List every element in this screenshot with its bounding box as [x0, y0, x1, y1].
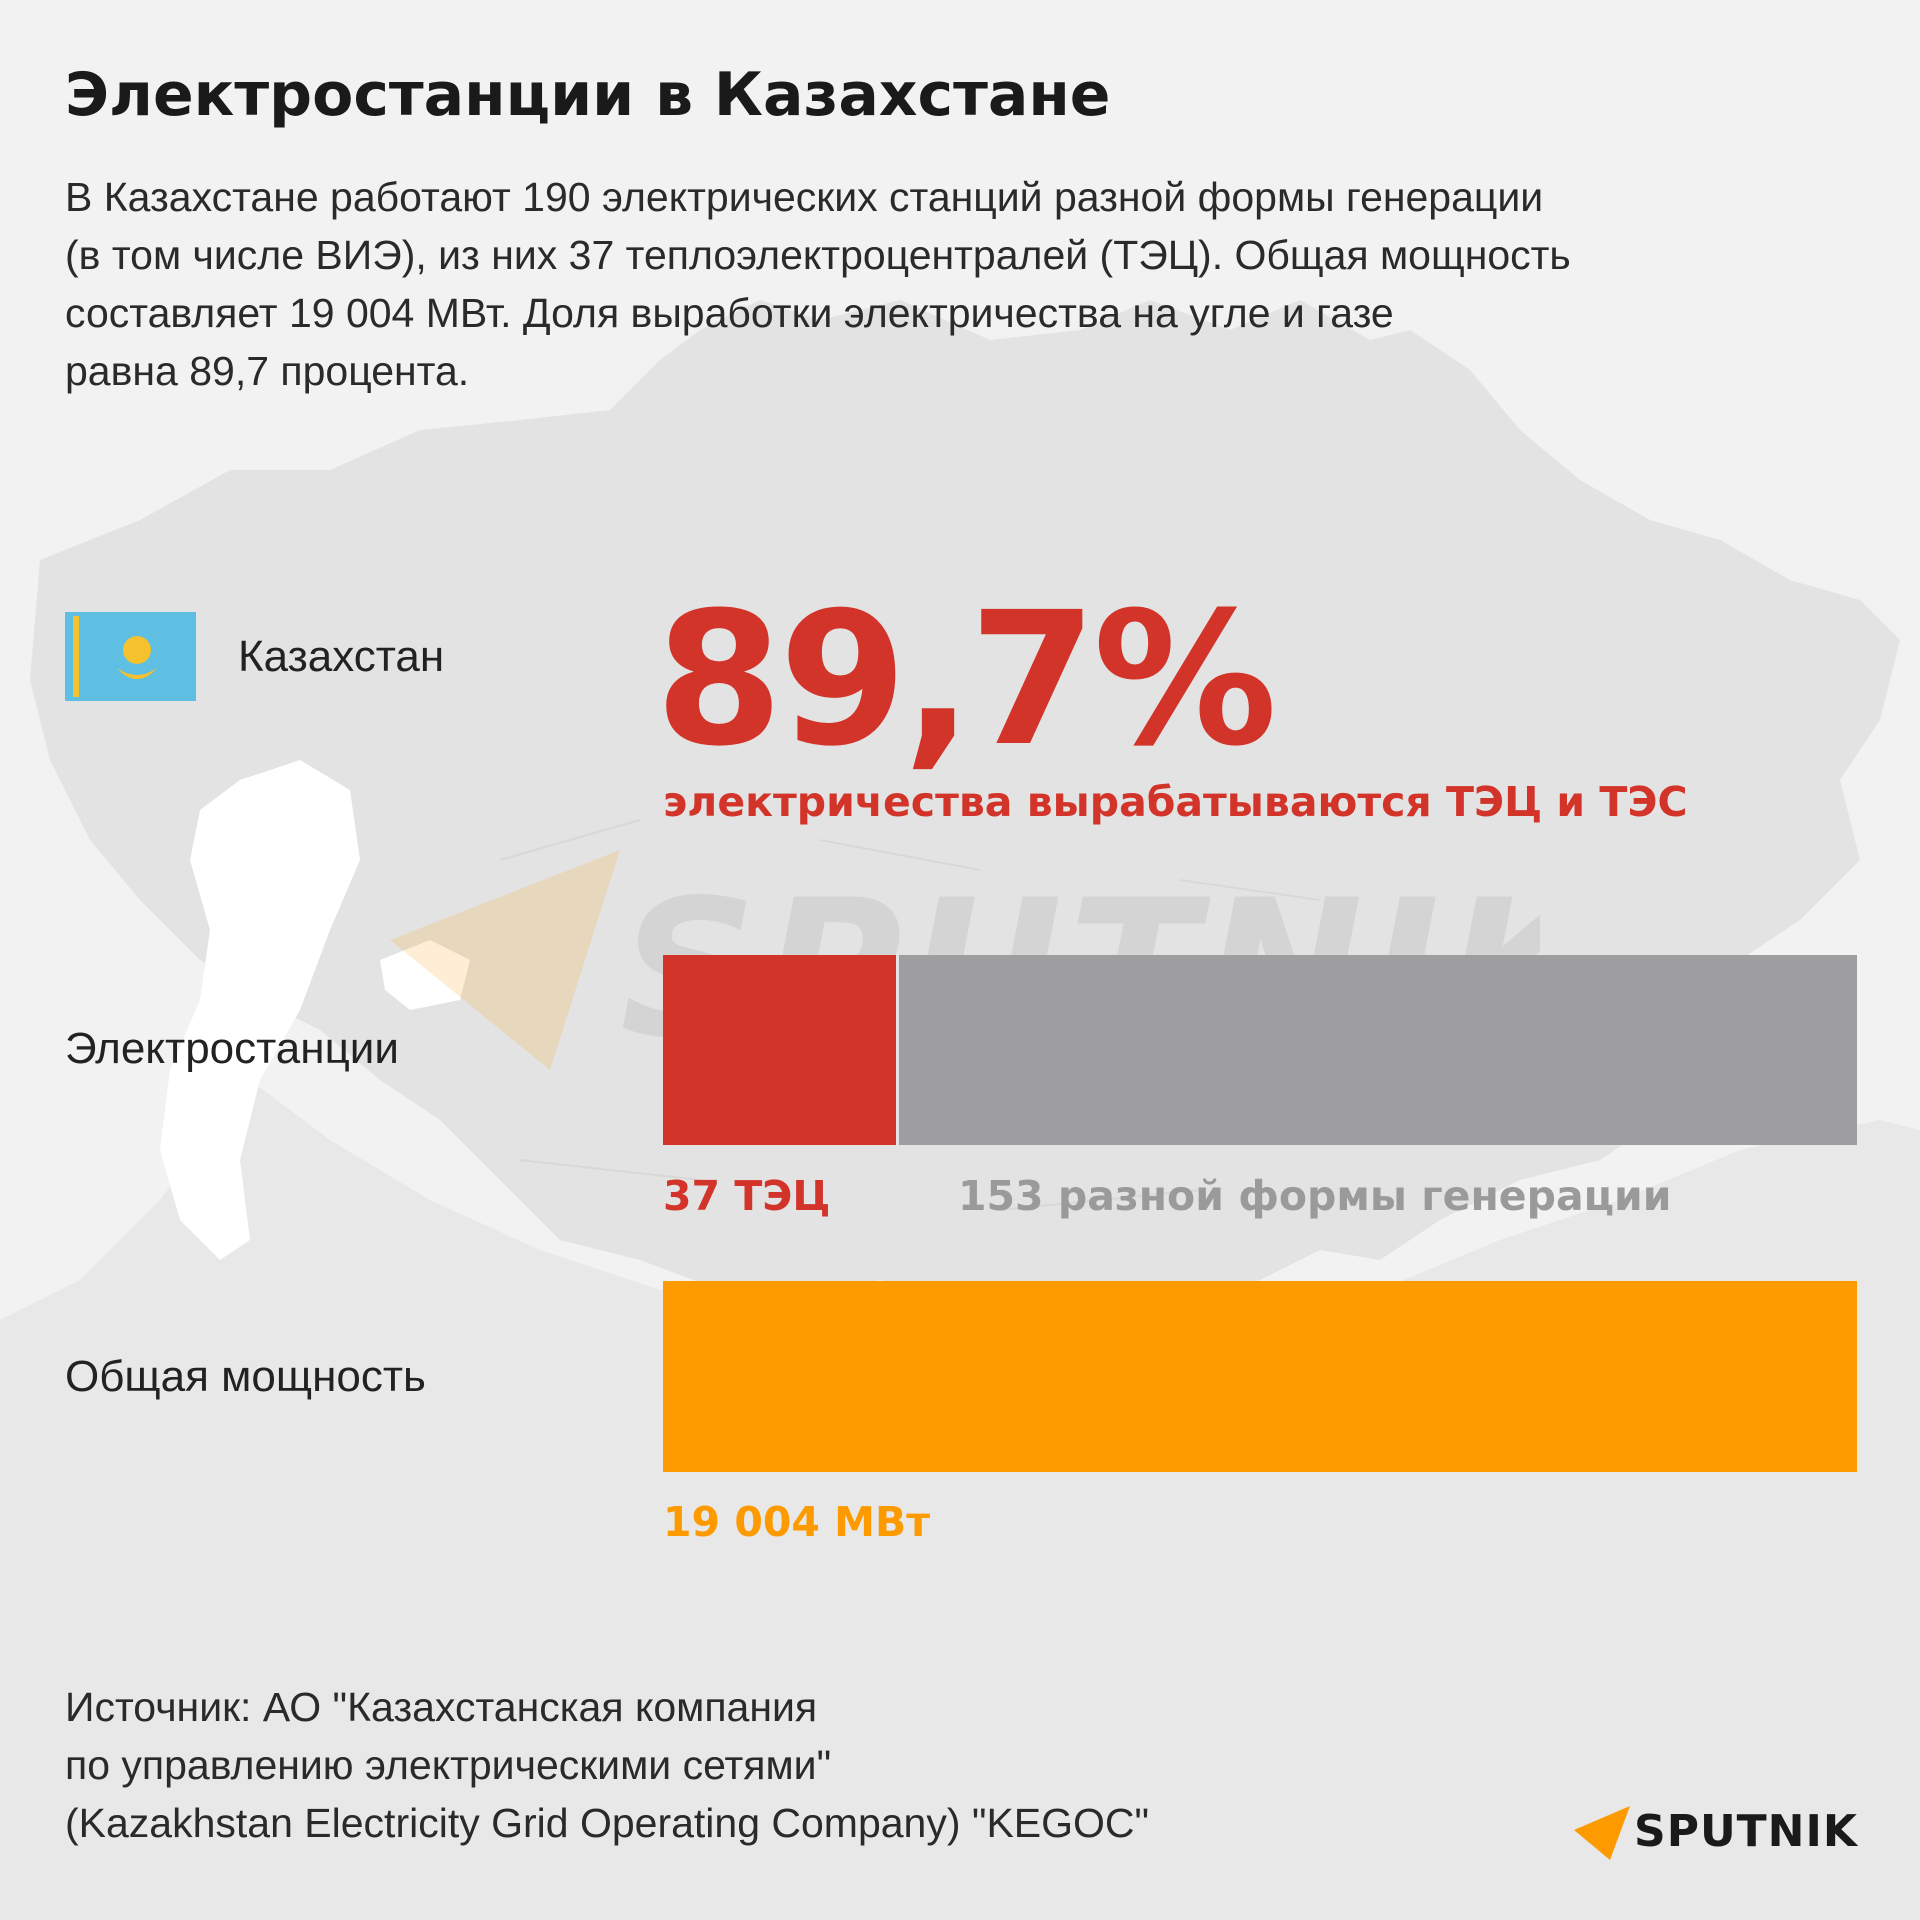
lead-line: составляет 19 004 МВт. Доля выработки эл…	[65, 290, 1394, 336]
capacity-value-label: 19 004 МВт	[663, 1498, 931, 1546]
lead-line: равна 89,7 процента.	[65, 348, 470, 394]
sputnik-logo: SPUTNIK	[1572, 1796, 1862, 1868]
bar-segment-capacity	[663, 1281, 1857, 1472]
bar-segment-tec	[663, 955, 896, 1145]
stations-row-label: Электростанции	[65, 1024, 399, 1073]
bar-label-tec: 37 ТЭЦ	[663, 1172, 831, 1220]
bar-segment-other	[899, 955, 1857, 1145]
country-label: Казахстан	[238, 632, 445, 681]
capacity-row-label: Общая мощность	[65, 1352, 426, 1401]
lead-paragraph: В Казахстане работают 190 электрических …	[65, 168, 1825, 400]
highlight-caption: электричества вырабатываются ТЭЦ и ТЭС	[663, 778, 1688, 826]
stations-stacked-bar	[663, 955, 1857, 1145]
capacity-bar	[663, 1281, 1857, 1472]
source-note: Источник: АО "Казахстанская компания по …	[65, 1678, 1149, 1852]
highlight-percentage: 89,7%	[655, 573, 1277, 787]
logo-text: SPUTNIK	[1634, 1806, 1858, 1857]
source-line: (Kazakhstan Electricity Grid Operating C…	[65, 1800, 1150, 1846]
sputnik-arrow-icon	[1574, 1806, 1630, 1860]
bar-label-other: 153 разной формы генерации	[958, 1172, 1672, 1220]
page-title: Электростанции в Казахстане	[65, 60, 1111, 130]
source-line: Источник: АО "Казахстанская компания	[65, 1684, 818, 1730]
source-line: по управлению электрическими сетями"	[65, 1742, 832, 1788]
lead-line: В Казахстане работают 190 электрических …	[65, 174, 1544, 220]
kazakhstan-flag-icon	[65, 612, 196, 701]
lead-line: (в том числе ВИЭ), из них 37 теплоэлектр…	[65, 232, 1571, 278]
